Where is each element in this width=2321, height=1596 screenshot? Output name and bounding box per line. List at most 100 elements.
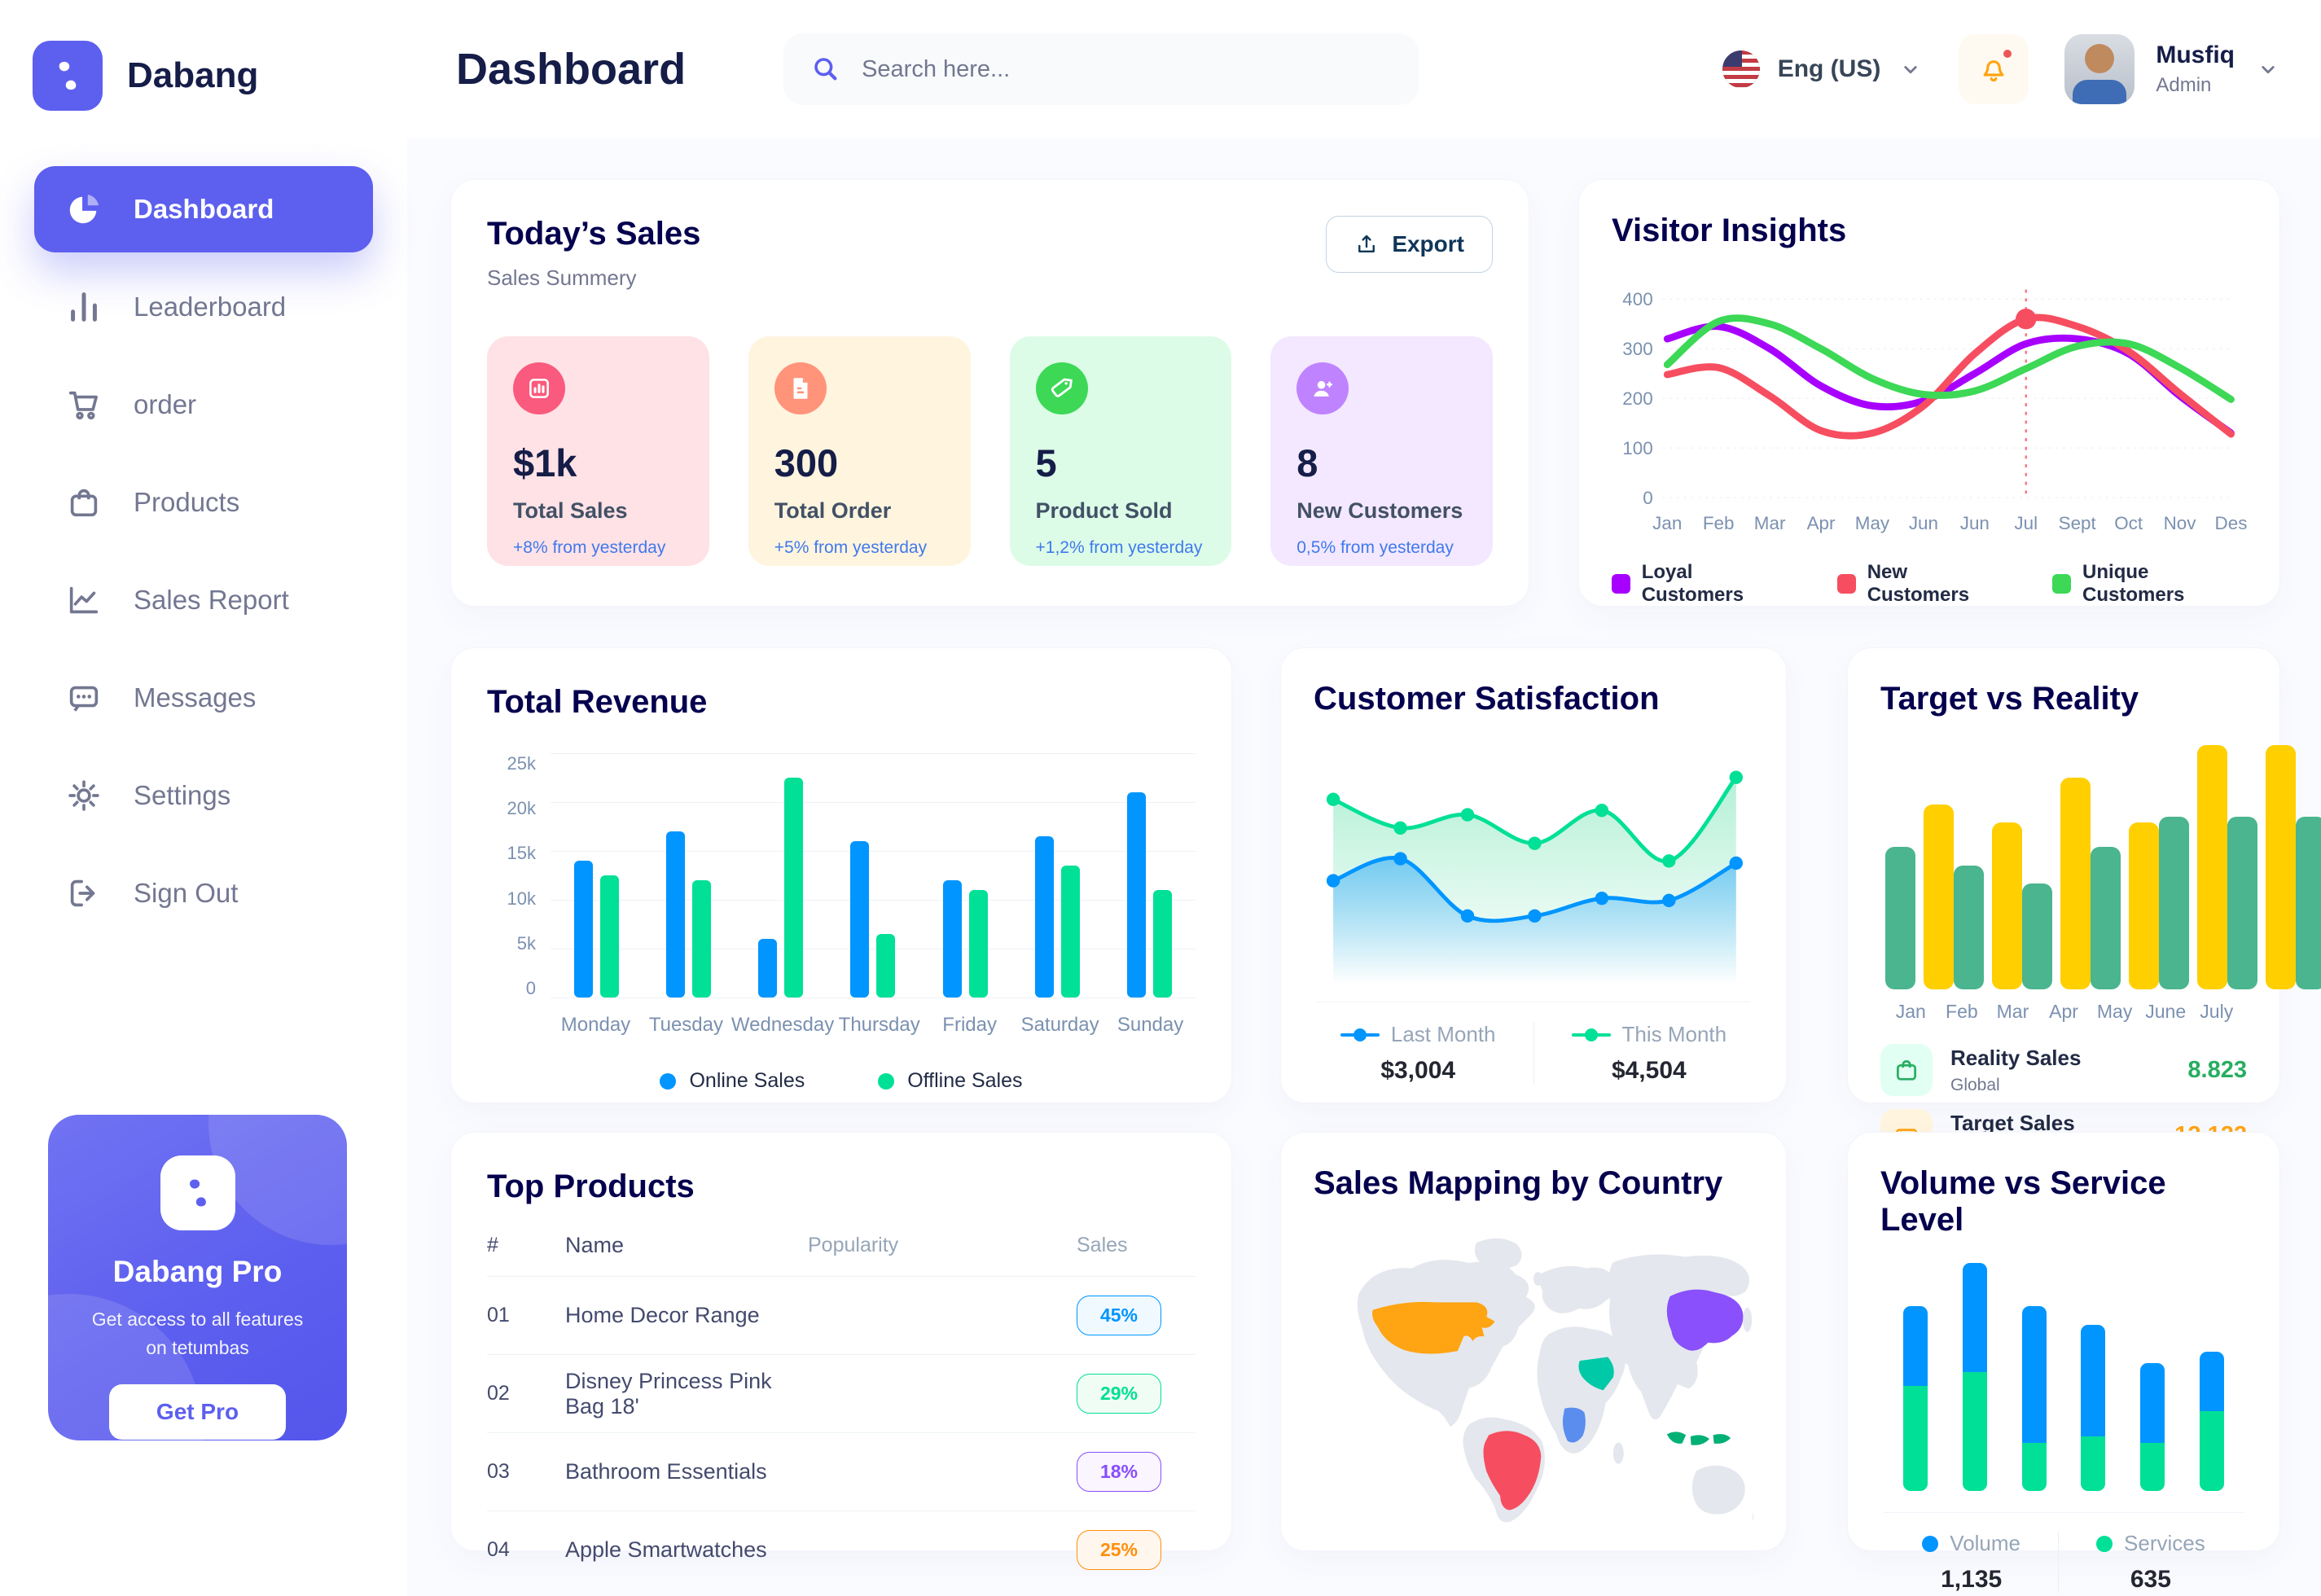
- sidebar-item-products[interactable]: Products: [34, 459, 373, 546]
- sidebar-item-settings[interactable]: Settings: [34, 752, 373, 839]
- bar-offline-sales[interactable]: [968, 890, 988, 998]
- sidebar-item-sign-out[interactable]: Sign Out: [34, 850, 373, 936]
- sales-mapping-card: Sales Mapping by Country: [1280, 1132, 1787, 1551]
- svg-text:0: 0: [1643, 488, 1652, 508]
- stat-user-plus-icon: [1297, 362, 1349, 414]
- table-row-03[interactable]: 03 Bathroom Essentials 18%: [487, 1432, 1196, 1510]
- stacked-bar-2[interactable]: [1962, 1263, 1987, 1491]
- stat-card-product-sold[interactable]: 5 Product Sold +1,2% from yesterday: [1009, 336, 1232, 566]
- search-bar[interactable]: [783, 33, 1419, 105]
- x-tick: Wednesday: [731, 1014, 835, 1036]
- stat-card-total-order[interactable]: 300 Total Order +5% from yesterday: [748, 336, 971, 566]
- sidebar-item-order[interactable]: order: [34, 362, 373, 448]
- bar-target-sales[interactable]: [2266, 745, 2296, 989]
- dabang-logo-icon: [33, 41, 103, 111]
- bar-offline-sales[interactable]: [1152, 890, 1172, 998]
- customer-satisfaction-title: Customer Satisfaction: [1314, 681, 1660, 717]
- bar-reality-sales[interactable]: [1954, 865, 1984, 989]
- x-tick: July: [2200, 1001, 2234, 1022]
- bar-offline-sales[interactable]: [876, 934, 896, 998]
- bar-offline-sales[interactable]: [600, 875, 620, 998]
- bar-reality-sales[interactable]: [1885, 847, 1915, 989]
- y-tick: 0: [525, 977, 536, 998]
- bar-volume: [2021, 1306, 2047, 1444]
- gridline: [551, 851, 1196, 852]
- sidebar-item-label: Products: [134, 487, 240, 517]
- x-tick: Monday: [560, 1014, 631, 1036]
- stat-card-total-sales[interactable]: $1k Total Sales +8% from yesterday: [487, 336, 709, 566]
- bar-services: [2199, 1411, 2224, 1491]
- sidebar-item-label: Sales Report: [134, 585, 289, 615]
- bar-reality-sales[interactable]: [2159, 816, 2189, 989]
- dabang-pro-logo-icon: [160, 1155, 235, 1230]
- svg-text:Des: Des: [2215, 513, 2247, 533]
- bar-services: [1903, 1386, 1928, 1491]
- bar-reality-sales[interactable]: [2091, 847, 2121, 989]
- message-icon: [65, 679, 103, 717]
- bar-online-sales[interactable]: [666, 831, 686, 998]
- region-japan: [1742, 1307, 1753, 1332]
- table-row-04[interactable]: 04 Apple Smartwatches 25%: [487, 1510, 1196, 1589]
- stacked-bar-6[interactable]: [2199, 1352, 2224, 1491]
- bar-reality-sales[interactable]: [2022, 884, 2052, 989]
- bar-target-sales[interactable]: [1924, 804, 1954, 989]
- sidebar-item-sales-report[interactable]: Sales Report: [34, 557, 373, 643]
- table-row-01[interactable]: 01 Home Decor Range 45%: [487, 1276, 1196, 1354]
- legend-value: $4,504: [1611, 1057, 1687, 1084]
- legend-item-new-customers: New Customers: [1836, 561, 2007, 607]
- bar-target-sales[interactable]: [2129, 822, 2159, 989]
- search-input[interactable]: [862, 55, 1392, 83]
- legend-value: $3,004: [1380, 1057, 1456, 1084]
- bar-online-sales[interactable]: [1126, 792, 1146, 998]
- bar-online-sales[interactable]: [758, 939, 778, 998]
- sidebar-item-dashboard[interactable]: Dashboard: [34, 166, 373, 252]
- revenue-y-axis: 25k 20k 15k 10k 5k 0: [487, 753, 551, 999]
- stat-card-new-customers[interactable]: 8 New Customers 0,5% from yesterday: [1270, 336, 1493, 566]
- bar-group-july: [2296, 745, 2321, 989]
- legend-item-services: Services 635: [2096, 1531, 2205, 1594]
- x-tick: Tuesday: [648, 1014, 724, 1036]
- legend-swatch: [1612, 574, 1630, 594]
- legend-dot: [1922, 1535, 1939, 1552]
- legend-swatch: [1836, 574, 1856, 594]
- top-products-header: # Name Popularity Sales: [487, 1233, 1196, 1276]
- bar-group-jan: [1885, 804, 1954, 989]
- bar-reality-sales[interactable]: [2296, 816, 2321, 989]
- legend-value: 1,135: [1941, 1566, 2003, 1593]
- get-pro-button[interactable]: Get Pro: [108, 1384, 287, 1440]
- bar-target-sales[interactable]: [2060, 778, 2091, 989]
- bar-group-wednesday: [758, 778, 804, 998]
- language-selector[interactable]: Eng (US): [1722, 50, 1924, 88]
- export-button[interactable]: Export: [1326, 216, 1493, 273]
- bar-target-sales[interactable]: [2197, 745, 2227, 989]
- stacked-bar-5[interactable]: [2140, 1363, 2165, 1491]
- export-label: Export: [1392, 231, 1464, 256]
- bar-online-sales[interactable]: [574, 861, 594, 998]
- legend-dot: [660, 1072, 677, 1090]
- stacked-bar-4[interactable]: [2081, 1324, 2106, 1491]
- user-menu[interactable]: Musfiq Admin: [2064, 34, 2280, 104]
- bar-online-sales[interactable]: [942, 880, 962, 998]
- customer-satisfaction-card: Customer Satisfaction Last Month $3,004 Th…: [1280, 647, 1787, 1103]
- bar-offline-sales[interactable]: [784, 778, 804, 998]
- divider: [1884, 1512, 2244, 1513]
- stacked-bar-3[interactable]: [2021, 1306, 2047, 1491]
- bag-icon: [65, 484, 103, 521]
- legend-item-offline-sales: Offline Sales: [878, 1069, 1023, 1093]
- bar-reality-sales[interactable]: [2227, 816, 2257, 989]
- sidebar-item-messages[interactable]: Messages: [34, 655, 373, 741]
- table-row-02[interactable]: 02 Disney Princess Pink Bag 18' 29%: [487, 1354, 1196, 1432]
- stat-chart-icon: [513, 362, 565, 414]
- notification-badge: [2001, 47, 2015, 60]
- bar-offline-sales[interactable]: [692, 880, 712, 998]
- sidebar-item-leaderboard[interactable]: Leaderboard: [34, 264, 373, 350]
- bar-group-mar: [2022, 778, 2091, 989]
- bar-target-sales[interactable]: [1992, 822, 2022, 989]
- stacked-bar-1[interactable]: [1903, 1306, 1928, 1491]
- bar-offline-sales[interactable]: [1060, 866, 1080, 998]
- notifications-button[interactable]: [1959, 34, 2029, 104]
- legend-label: Last Month: [1390, 1022, 1496, 1046]
- bar-online-sales[interactable]: [850, 841, 870, 998]
- bar-online-sales[interactable]: [1034, 836, 1054, 998]
